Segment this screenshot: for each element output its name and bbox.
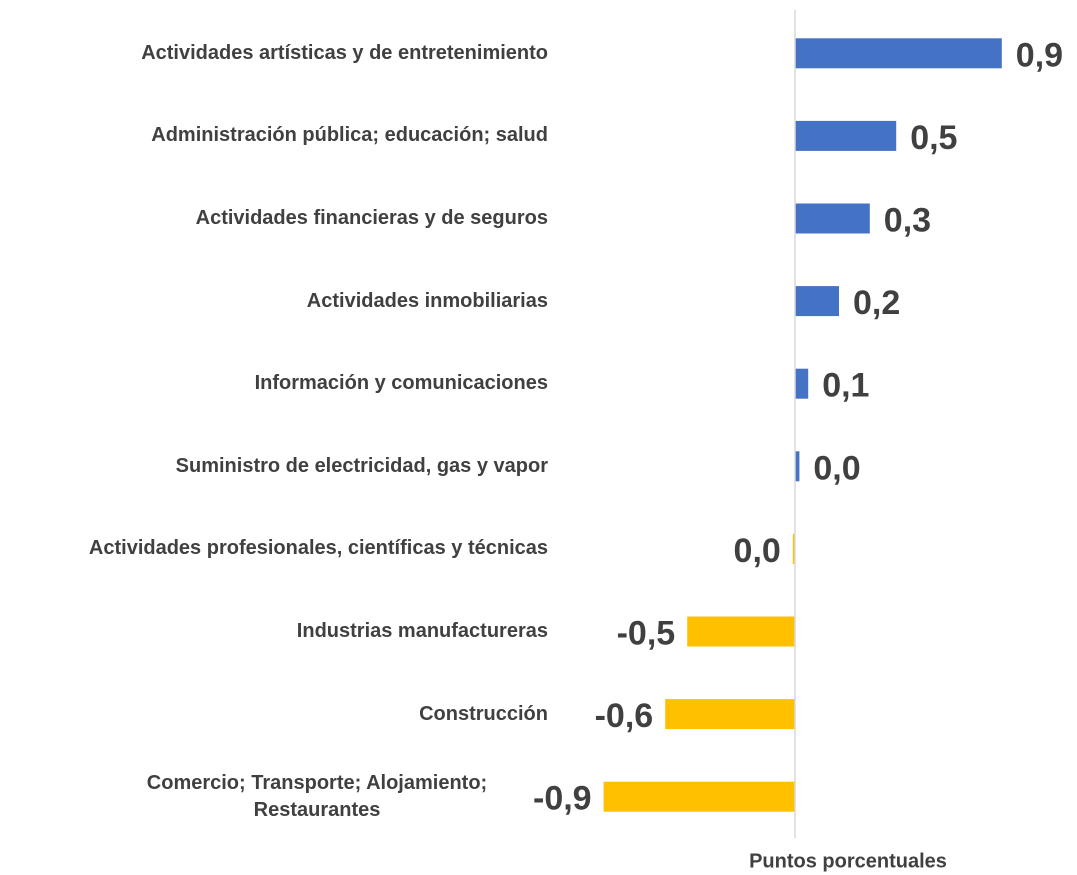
value-label: 0,2 [853,284,900,322]
category-label: Actividades profesionales, científicas y… [88,537,548,560]
bar [795,120,897,151]
bar [795,451,800,482]
value-label: -0,9 [533,780,592,818]
bar [792,533,795,564]
value-label: 0,3 [884,201,931,239]
value-label: 0,9 [1016,36,1063,74]
category-label: Industrias manufactureras [296,620,548,642]
category-label: Actividades financieras y de seguros [195,207,548,229]
category-label: Construcción [419,702,548,725]
bar [687,616,795,647]
category-label-box: Comercio; Transporte; Alojamiento; Resta… [40,757,548,837]
category-label-box: Industrias manufactureras [40,592,548,672]
value-label: 0,5 [910,119,957,157]
bar [795,368,809,399]
category-label-box: Actividades inmobiliarias [40,261,548,341]
category-label: Actividades artísticas y de entretenimie… [141,41,548,64]
bar [795,38,1002,69]
category-label-box: Construcción [40,674,548,754]
category-label-box: Información y comunicaciones [40,344,548,424]
value-label: 0,0 [813,449,860,487]
category-label: Actividades inmobiliarias [306,289,548,312]
category-label-box: Administración pública; educación; salud [40,96,548,176]
bar [795,203,870,234]
bar [665,699,795,730]
x-axis-label: Puntos porcentuales [749,850,947,872]
value-label: 0,0 [734,532,781,570]
category-label-box: Actividades financieras y de seguros [40,179,548,259]
category-label-box: Actividades artísticas y de entretenimie… [40,13,548,93]
value-label: 0,1 [822,367,869,405]
category-label-box: Actividades profesionales, científicas y… [40,509,548,589]
category-label: Administración pública; educación; salud [151,124,548,147]
value-label: -0,5 [617,614,676,652]
category-label: Información y comunicaciones [254,372,548,395]
bar [795,286,839,317]
category-label-box: Suministro de electricidad, gas y vapor [40,426,548,506]
value-label: -0,6 [595,697,654,735]
bar [603,781,795,812]
category-label: Comercio; Transporte; Alojamiento; Resta… [146,771,488,821]
category-label: Suministro de electricidad, gas y vapor [175,454,548,477]
